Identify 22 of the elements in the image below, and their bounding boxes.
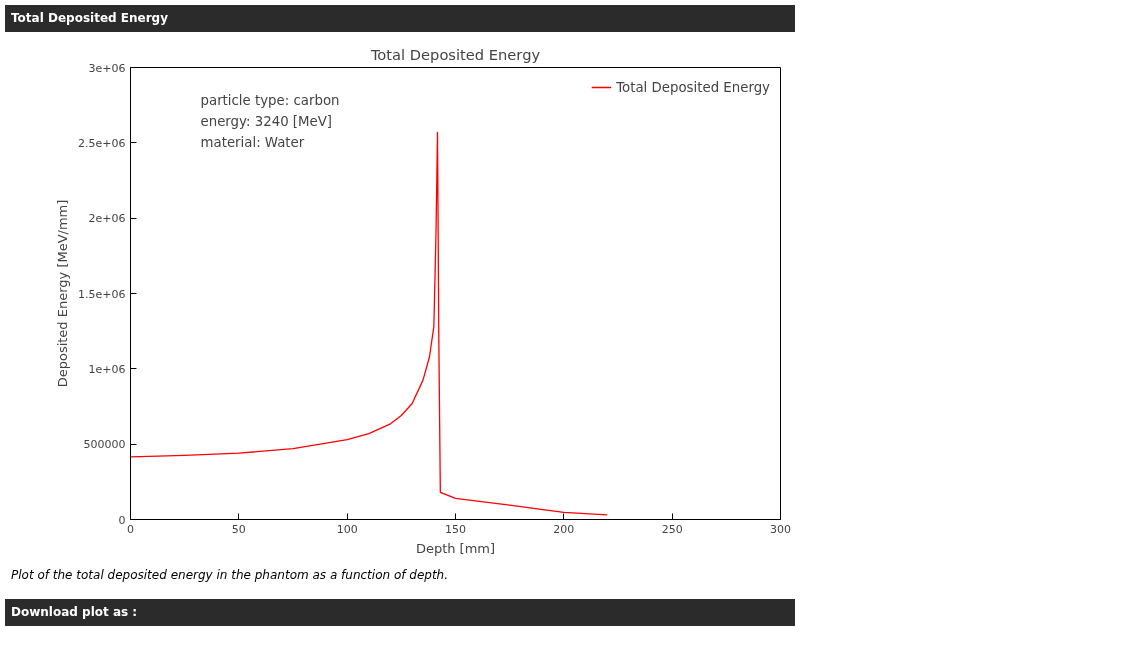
y-axis-title: Deposited Energy [MeV/mm]	[55, 199, 71, 388]
x-tick-label: 150	[445, 522, 466, 536]
y-tick-label: 2.5e+06	[78, 136, 126, 150]
x-tick-label: 300	[770, 522, 791, 536]
text: Plot of the total deposited energy in the phantom as a function of depth.	[10, 567, 449, 584]
annotation: particle type: carbon energy: 3240 [MeV] material: Water	[200, 92, 340, 150]
y-tick-label: 500000	[83, 438, 126, 452]
y-tick-label: 1.5e+06	[78, 287, 126, 301]
text: Total Deposited Energy	[5, 5, 795, 33]
x-tick-label: 50	[231, 522, 246, 536]
y-tick-label: 0	[118, 513, 126, 527]
y-tick-label: 2e+06	[88, 212, 126, 226]
x-tick-label: 250	[661, 522, 683, 536]
x-axis-title: Depth [mm]	[415, 540, 496, 556]
chart-title: Total Deposited Energy	[369, 45, 541, 63]
x-tick-label: 200	[553, 522, 575, 536]
line-series	[130, 131, 608, 516]
y-tick-label: 3e+06	[88, 61, 126, 75]
legend-label: Total Deposited Energy	[616, 79, 770, 95]
y-tick-label: 1e+06	[88, 362, 126, 376]
x-tick-label: 100	[336, 522, 358, 536]
text: Download plot as :	[5, 599, 795, 627]
